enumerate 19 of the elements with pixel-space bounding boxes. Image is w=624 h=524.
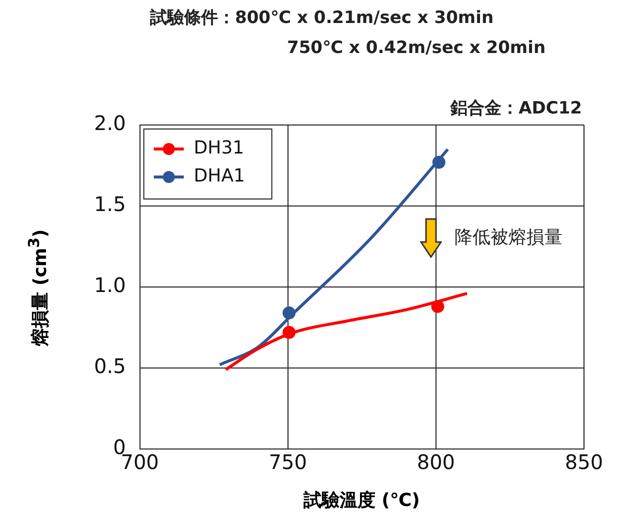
point: [431, 300, 444, 313]
y-tick-label: 1.0: [94, 273, 126, 298]
x-tick-label: 850: [564, 450, 604, 474]
legend-label: DHA1: [194, 166, 245, 187]
text: 鋁合金：ADC12: [450, 98, 582, 118]
x-tick-label: 750: [268, 450, 307, 474]
y-tick-label: 1.5: [94, 192, 126, 216]
x-axis-title: 試驗溫度 (℃): [303, 489, 420, 512]
point: [432, 156, 446, 169]
y-tick-label: 2.0: [94, 111, 126, 136]
point: [282, 326, 296, 339]
point: [282, 306, 296, 320]
x-tick-label: 800: [416, 450, 456, 474]
chart-subtitle: 750℃ x 0.42m/sec x 20min: [287, 38, 546, 58]
annotation: 降低被熔損量: [454, 227, 562, 248]
line-series: [224, 292, 469, 372]
chart-title: 試驗條件：800℃ x 0.21m/sec x 30min: [150, 7, 494, 29]
y-tick-label: 0.5: [94, 354, 126, 378]
legend-label: DH31: [194, 138, 244, 159]
